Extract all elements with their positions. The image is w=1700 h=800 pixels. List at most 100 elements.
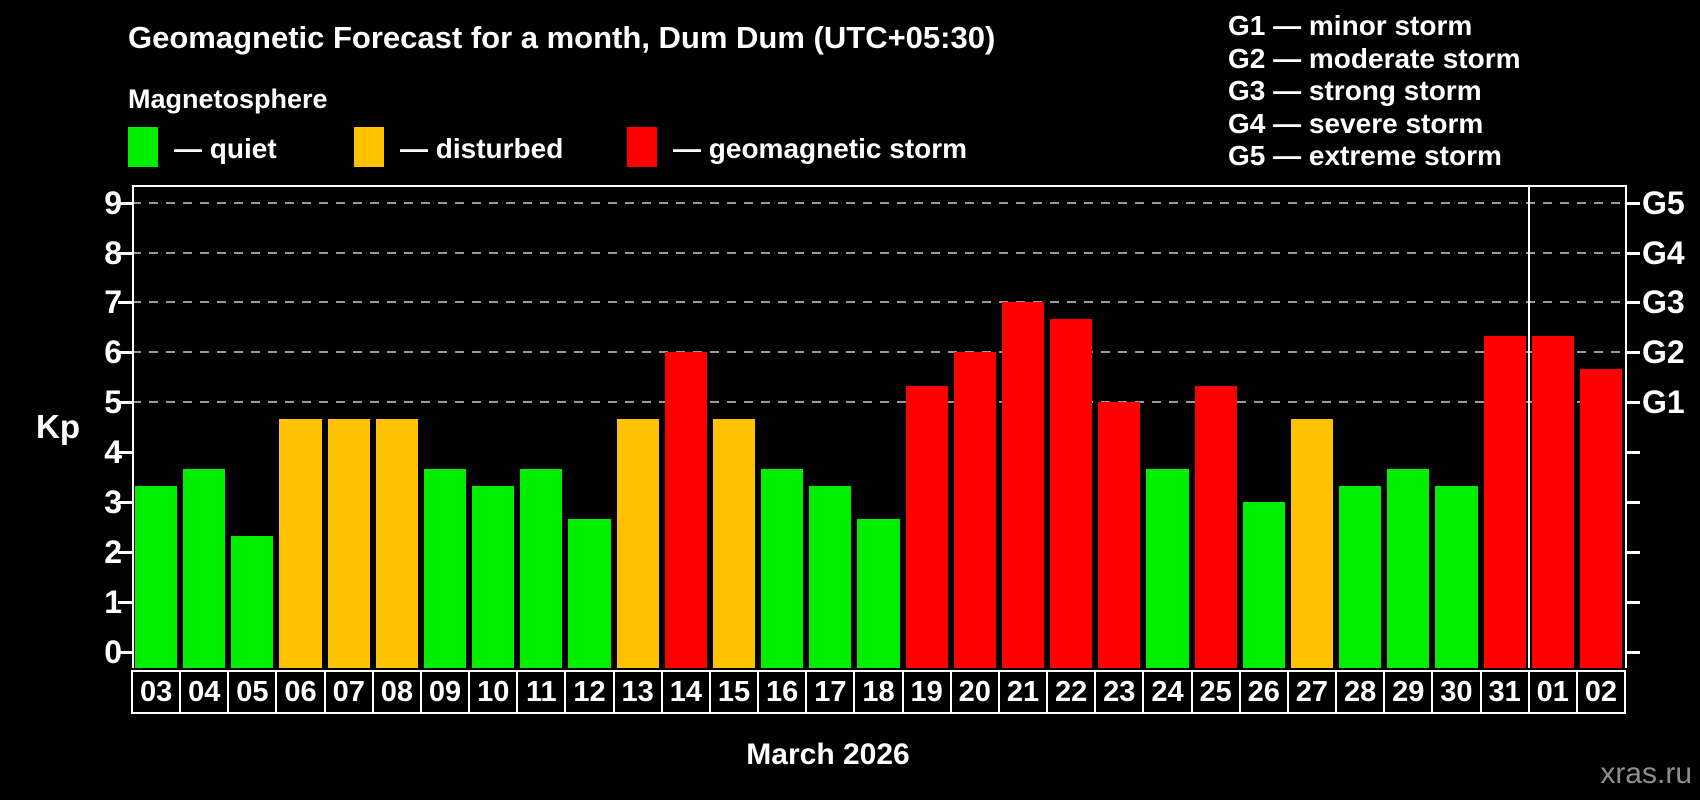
bar-day-19 xyxy=(905,385,948,668)
bar-day-06 xyxy=(279,418,322,668)
gridline-kp6 xyxy=(132,351,1625,354)
bar-day-01 xyxy=(1531,335,1574,668)
right-axis-label-g4: G4 xyxy=(1642,234,1685,271)
bar-day-30 xyxy=(1435,485,1478,668)
gridline-kp9 xyxy=(132,201,1625,204)
bar-day-07 xyxy=(327,418,370,668)
legend-storm-label: — geomagnetic storm xyxy=(673,133,968,164)
bar-day-17 xyxy=(809,485,852,668)
y-tick-label-2: 2 xyxy=(104,534,122,571)
y-tick-left-4 xyxy=(118,451,132,455)
bar-day-02 xyxy=(1579,368,1622,668)
y-tick-label-0: 0 xyxy=(104,634,122,670)
y-tick-label-3: 3 xyxy=(104,484,122,521)
legend-disturbed-swatch xyxy=(354,127,384,167)
x-tick-box-day-26: 26 xyxy=(1238,670,1289,714)
g-scale-legend: G1 — minor storm G2 — moderate storm G3 … xyxy=(1228,10,1521,173)
y-axis-line xyxy=(132,185,134,668)
bar-day-23 xyxy=(1098,402,1141,668)
bar-day-29 xyxy=(1387,468,1430,668)
x-tick-box-day-12: 12 xyxy=(564,670,615,714)
bar-day-10 xyxy=(472,485,515,668)
x-tick-box-day-20: 20 xyxy=(949,670,1000,714)
x-tick-box-day-11: 11 xyxy=(516,670,567,714)
y-tick-left-2 xyxy=(118,551,132,555)
y-tick-right-5 xyxy=(1625,401,1640,405)
y-tick-right-4 xyxy=(1625,451,1640,455)
y-tick-right-1 xyxy=(1625,601,1640,605)
g-scale-legend-g1: G1 — minor storm xyxy=(1228,10,1473,41)
g-scale-legend-g3: G3 — strong storm xyxy=(1228,75,1482,106)
bar-day-14 xyxy=(664,352,707,668)
x-tick-box-day-27: 27 xyxy=(1286,670,1338,714)
bar-day-09 xyxy=(423,468,467,668)
g-scale-legend-g2: G2 — moderate storm xyxy=(1228,42,1521,74)
y-tick-right-2 xyxy=(1625,551,1640,555)
bar-day-16 xyxy=(761,468,804,668)
x-tick-box-day-05: 05 xyxy=(227,670,278,714)
bar-day-26 xyxy=(1242,502,1285,668)
x-tick-box-day-09: 09 xyxy=(419,670,471,714)
y-tick-left-9 xyxy=(118,201,132,205)
x-tick-box-day-06: 06 xyxy=(275,670,326,714)
y-tick-label-5: 5 xyxy=(104,384,122,421)
y-tick-left-6 xyxy=(118,351,132,355)
chart-subtitle: Magnetosphere xyxy=(128,84,328,114)
legend-quiet-label: — quiet xyxy=(174,133,277,164)
legend-quiet-swatch xyxy=(128,127,158,167)
bar-day-18 xyxy=(857,518,900,668)
bar-day-13 xyxy=(616,418,659,668)
right-axis-label-g2: G2 xyxy=(1642,334,1685,371)
bar-day-20 xyxy=(953,352,996,668)
y-tick-label-7: 7 xyxy=(104,284,122,321)
x-tick-box-day-16: 16 xyxy=(757,670,808,714)
x-tick-box-day-18: 18 xyxy=(853,670,904,714)
x-tick-box-day-03: 03 xyxy=(131,670,182,714)
month-boundary-line xyxy=(1527,185,1530,668)
x-tick-box-day-23: 23 xyxy=(1094,670,1145,714)
bar-day-27 xyxy=(1290,418,1334,668)
x-tick-box-day-28: 28 xyxy=(1335,670,1386,714)
y-tick-label-1: 1 xyxy=(104,584,122,621)
x-tick-box-day-15: 15 xyxy=(708,670,760,714)
gridline-kp8 xyxy=(132,251,1625,254)
gridline-kp5 xyxy=(132,401,1625,404)
x-tick-box-day-29: 29 xyxy=(1383,670,1434,714)
x-axis-title: March 2026 xyxy=(746,738,910,771)
bar-day-04 xyxy=(183,468,226,668)
bar-day-21 xyxy=(1001,302,1045,668)
x-tick-box-day-14: 14 xyxy=(660,670,711,714)
legend-disturbed-label: — disturbed xyxy=(400,133,564,164)
bar-day-08 xyxy=(375,418,418,668)
y-tick-label-4: 4 xyxy=(104,434,122,471)
x-tick-box-day-04: 04 xyxy=(179,670,230,714)
y-tick-left-5 xyxy=(118,401,132,405)
x-tick-box-day-24: 24 xyxy=(1142,670,1193,714)
gridline-kp7 xyxy=(132,301,1625,304)
y-tick-left-0 xyxy=(118,651,132,654)
y-tick-label-6: 6 xyxy=(104,334,122,371)
bar-day-15 xyxy=(712,418,756,668)
right-axis-label-g1: G1 xyxy=(1642,384,1685,421)
right-axis-line xyxy=(1625,185,1627,668)
y-tick-right-0 xyxy=(1625,651,1640,654)
legend-storm-swatch xyxy=(627,127,657,167)
y-tick-right-3 xyxy=(1625,501,1640,505)
y-tick-right-7 xyxy=(1625,301,1640,305)
g-scale-legend-g5: G5 — extreme storm xyxy=(1228,140,1502,171)
x-tick-box-day-10: 10 xyxy=(468,670,519,714)
bar-day-31 xyxy=(1483,335,1526,668)
y-tick-right-8 xyxy=(1625,251,1640,255)
y-tick-left-1 xyxy=(118,601,132,605)
x-tick-box-day-13: 13 xyxy=(612,670,663,714)
bar-day-05 xyxy=(231,535,274,668)
watermark: xras.ru xyxy=(1600,757,1692,790)
x-tick-box-day-08: 08 xyxy=(371,670,422,714)
x-tick-box-day-02: 02 xyxy=(1575,670,1626,714)
y-tick-left-7 xyxy=(118,301,132,305)
bar-day-03 xyxy=(135,485,178,668)
bar-day-28 xyxy=(1339,485,1382,668)
y-tick-label-8: 8 xyxy=(104,234,122,271)
bar-day-12 xyxy=(568,518,611,668)
